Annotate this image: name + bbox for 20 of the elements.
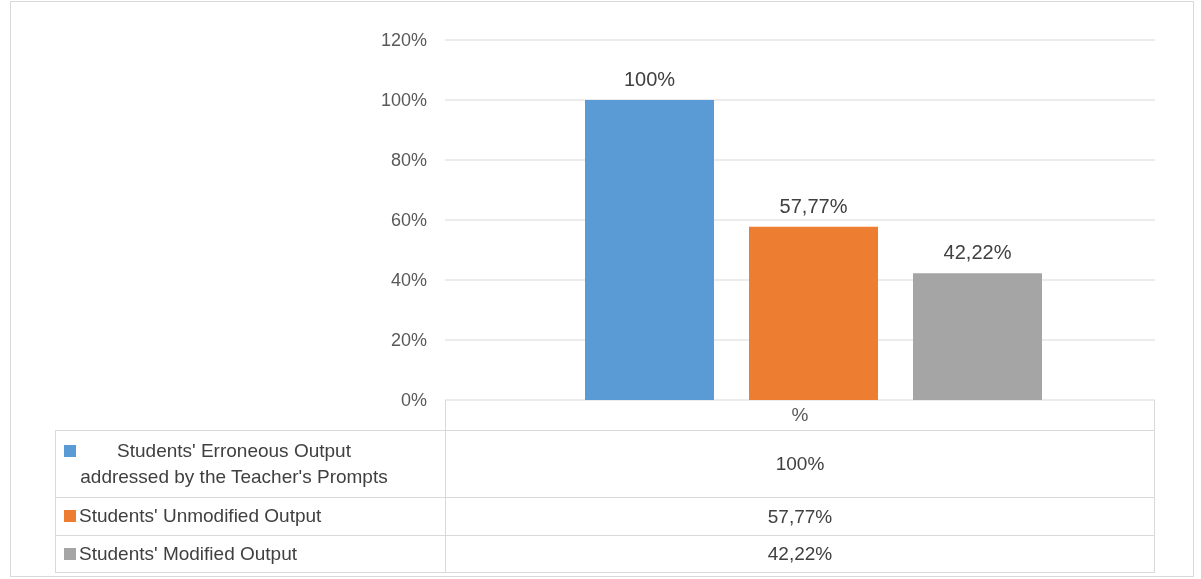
legend-label: Students' Modified Output	[79, 541, 298, 566]
text: 57,77%	[767, 505, 833, 527]
y-tick-label: 80%	[390, 150, 427, 171]
bar	[749, 226, 878, 400]
y-tick-label: 100%	[380, 90, 427, 111]
text: 100%	[775, 453, 825, 474]
y-tick-label: 120%	[380, 30, 427, 51]
x-tick-label: %	[446, 400, 1154, 430]
legend-label: Students' Unmodified Output	[79, 504, 322, 528]
legend-label: Students' Erroneous Output addressed by the Teacher's Prompts	[79, 438, 389, 489]
y-tick-label: 0%	[400, 390, 427, 411]
y-tick-label: 60%	[390, 210, 427, 231]
y-tick-label: 20%	[390, 330, 427, 351]
data-label: 100%	[623, 68, 676, 90]
bar	[585, 100, 714, 400]
bar	[913, 273, 1042, 400]
data-label: 57,77%	[779, 194, 848, 217]
text: 42,22%	[767, 543, 833, 564]
y-tick-label: 40%	[390, 270, 427, 291]
data-label: 42,22%	[943, 241, 1012, 264]
